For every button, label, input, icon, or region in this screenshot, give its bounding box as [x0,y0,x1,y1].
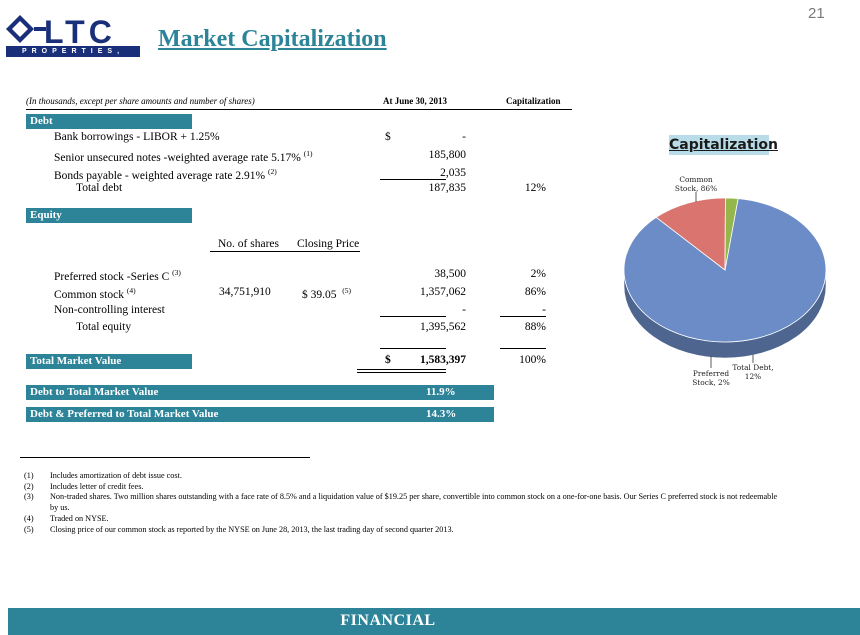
footnote: (4) Traded on NYSE. [24,513,109,523]
total-market-value-bar: Total Market Value [26,354,192,369]
total-market-value-row: $ 1,583,397 100% [26,354,572,370]
page-number: 21 [808,5,825,22]
ratio-label: Debt to Total Market Value [30,386,159,398]
total-market-amount: 1,583,397 [420,354,466,366]
subtotal-rule [500,316,546,317]
row-label: Common stock (4) [54,286,136,301]
company-logo: LTC PROPERTIES, INC. [6,13,140,66]
row-amount: 187,835 [428,182,466,194]
footnote: (2) Includes letter of credit fees. [24,481,144,491]
row-amount: 185,800 [428,149,466,161]
subtotal-rule [380,179,446,180]
debt-row: Bank borrowings - LIBOR + 1.25% $ - [26,131,572,147]
ratio-label: Debt & Preferred to Total Market Value [30,408,219,420]
footnote: (3) Non-traded shares. Two million shares… [24,492,778,513]
col-header-shares: No. of shares [218,238,279,250]
row-label: Senior unsecured notes -weighted average… [54,149,313,164]
row-label: Preferred stock -Series C (3) [54,268,181,283]
footnote-ref: (5) [342,286,351,295]
col-header-capitalization: Capitalization [506,96,561,106]
units-note: (In thousands, except per share amounts … [26,96,255,106]
footnote-ref: (3) [172,268,181,277]
row-shares: 34,751,910 [219,286,271,298]
chart-title: Capitalization [669,135,778,155]
capitalization-pie-chart: Common Stock, 86% Total Debt, 12%Preferred S… [623,175,827,387]
ratio-debt-preferred-to-market: Debt & Preferred to Total Market Value 1… [26,407,494,422]
total-double-rule [357,369,446,370]
row-amount: 2,035 [440,167,466,179]
subtotal-rule [500,348,546,349]
pie-label-total-debt: Total Debt, 12% [732,363,773,381]
row-capitalization: 2% [530,268,546,280]
equity-row: Common stock (4) 34,751,910 $ 39.05 (5) … [26,286,572,302]
footnote-ref: (4) [126,286,136,295]
footer-section-label: FINANCIAL [340,612,436,629]
pie-label-common-stock: Common Stock, 86% [675,175,717,193]
table-header: (In thousands, except per share amounts … [26,96,572,110]
row-amount: 38,500 [434,268,466,280]
equity-row: Non-controlling interest - - [26,304,572,320]
col-header-date: At June 30, 2013 [383,96,448,106]
ratio-value: 11.9% [426,386,456,398]
subtotal-rule [380,316,446,317]
row-amount: 1,357,062 [420,286,466,298]
row-capitalization: 88% [524,321,546,333]
footnote-ref: (2) [267,167,277,176]
footer-bar: FINANCIAL [8,608,860,635]
row-amount: - [462,304,466,316]
debt-row: Bonds payable - weighted average rate 2.… [26,167,572,183]
ratio-value: 14.3% [426,408,457,420]
row-capitalization: - [542,304,546,316]
currency-symbol: $ [385,131,391,143]
subheader-rule [210,251,360,252]
debt-row: Senior unsecured notes -weighted average… [26,149,572,165]
row-amount: 1,395,562 [420,321,466,333]
pie-slice-preferred-stock [724,197,739,271]
row-capitalization: 86% [524,286,546,298]
total-debt-row: Total debt 187,835 12% [26,182,572,198]
total-double-rule [357,372,446,373]
footnote-ref: (1) [303,149,313,158]
footnote-divider [20,457,310,458]
row-label: Total equity [76,321,132,333]
section-equity-label: Equity [30,209,62,221]
logo-wordmark: LTC [44,14,116,46]
total-equity-row: Total equity 1,395,562 88% [26,321,572,337]
pie-label-preferred-stock: Preferred Stock, 2% [692,369,730,387]
section-debt: Debt [26,114,192,129]
row-label: Bonds payable - weighted average rate 2.… [54,167,277,182]
total-market-capitalization: 100% [519,354,546,366]
ratio-debt-to-market: Debt to Total Market Value 11.9% [26,385,494,400]
total-market-value-label: Total Market Value [30,355,122,367]
row-amount: - [462,131,466,143]
col-header-price: Closing Price [297,238,360,250]
logo-mark: LTC [6,14,116,50]
pie-slice-total-debt [655,197,726,271]
row-capitalization: 12% [524,182,546,194]
section-equity: Equity [26,208,192,223]
logo-tagline: PROPERTIES, INC. [6,46,140,66]
row-price: $ 39.05 (5) [302,286,351,301]
currency-symbol: $ [385,354,391,366]
row-label: Non-controlling interest [54,304,165,316]
footnote: (1) Includes amortization of debt issue c… [24,471,182,480]
page-title: Market Capitalization [158,26,387,52]
section-debt-label: Debt [30,115,53,127]
equity-row: Preferred stock -Series C (3) 38,500 2% [26,268,572,284]
footnotes: (1) Includes amortization of debt issue c… [24,471,784,535]
row-label: Bank borrowings - LIBOR + 1.25% [54,131,220,143]
footnote: (5) Closing price of our common stock as … [24,524,454,534]
subtotal-rule [380,348,446,349]
row-label: Total debt [76,182,123,194]
